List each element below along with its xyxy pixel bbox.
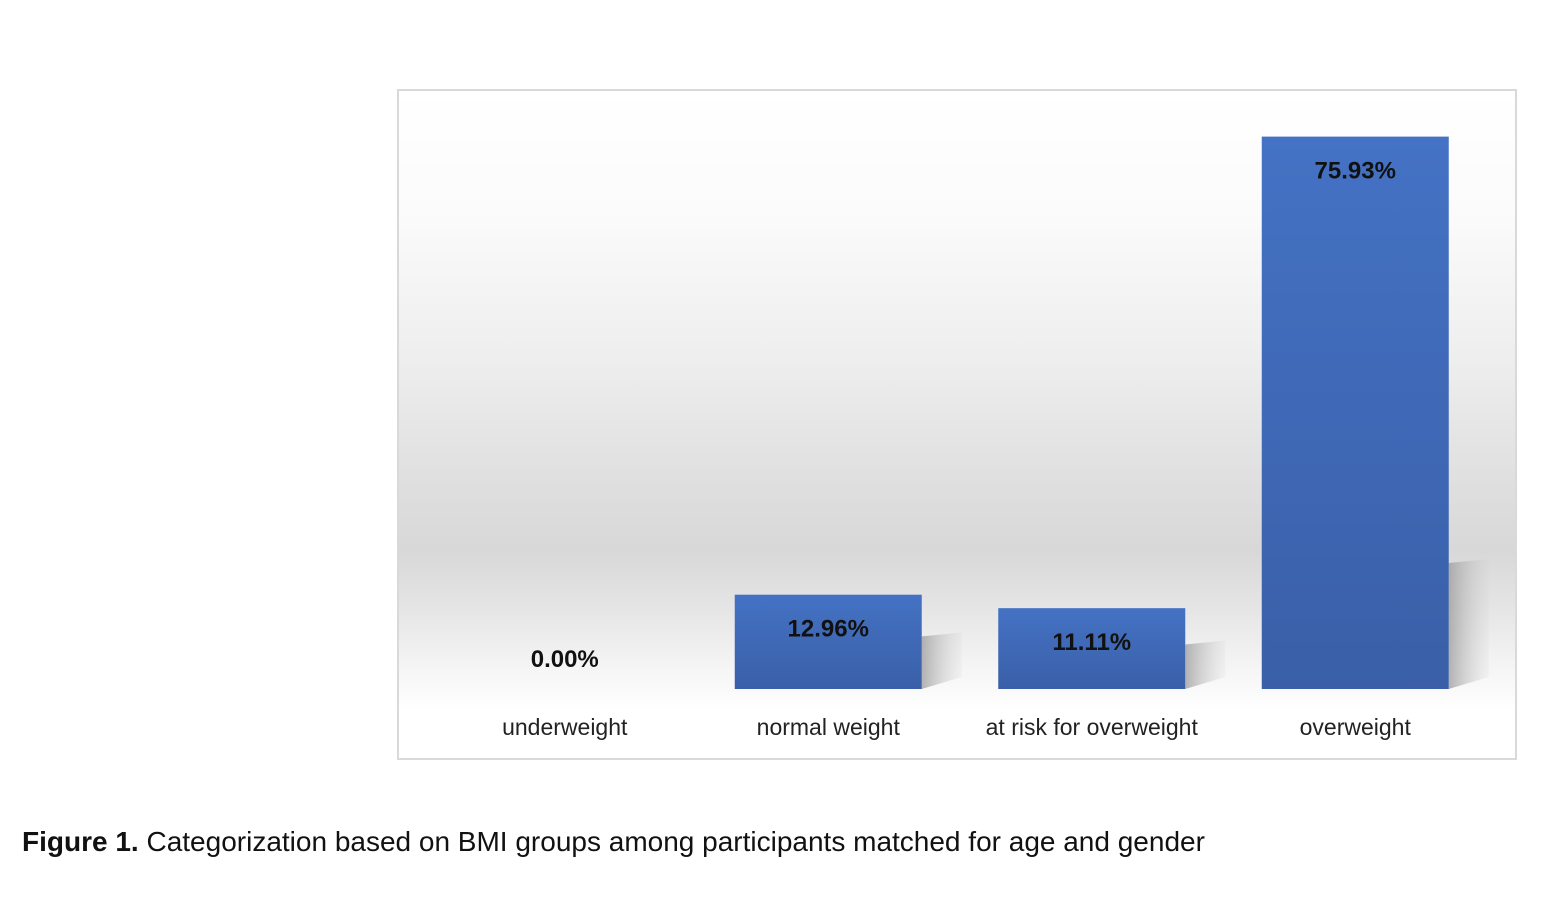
value-labels: 0.00% 12.96% 11.11% 75.93%: [531, 158, 1396, 673]
category-label-underweight: underweight: [502, 714, 628, 740]
figure-caption: Figure 1. Categorization based on BMI gr…: [22, 826, 1205, 858]
value-label-underweight: 0.00%: [531, 646, 599, 673]
bar-shadows: [921, 559, 1489, 689]
bar-shadow-normal-weight: [921, 632, 962, 689]
bars: [734, 136, 1449, 689]
chart-frame: 0.00% 12.96% 11.11% 75.93% underweight norma…: [397, 89, 1517, 760]
bar-chart: 0.00% 12.96% 11.11% 75.93% underweight norma…: [502, 136, 1489, 740]
category-label-at-risk-for-overweight: at risk for overweight: [986, 714, 1199, 740]
category-labels: underweight normal weight at risk for over…: [502, 714, 1411, 740]
bar-shadow-at-risk-for-overweight: [1185, 640, 1226, 689]
value-label-overweight: 75.93%: [1315, 158, 1396, 185]
bar-normal-weight: [734, 594, 922, 689]
bar-at-risk-for-overweight: [998, 608, 1186, 689]
bar-shadow-overweight: [1448, 559, 1489, 689]
figure-number: Figure 1.: [22, 826, 139, 857]
value-label-normal-weight: 12.96%: [788, 616, 869, 643]
value-label-at-risk-for-overweight: 11.11%: [1052, 629, 1131, 656]
category-label-overweight: overweight: [1300, 714, 1412, 740]
caption-text: Categorization based on BMI groups among…: [138, 826, 1205, 857]
bar-overweight: [1261, 136, 1449, 689]
category-label-normal-weight: normal weight: [757, 714, 901, 740]
